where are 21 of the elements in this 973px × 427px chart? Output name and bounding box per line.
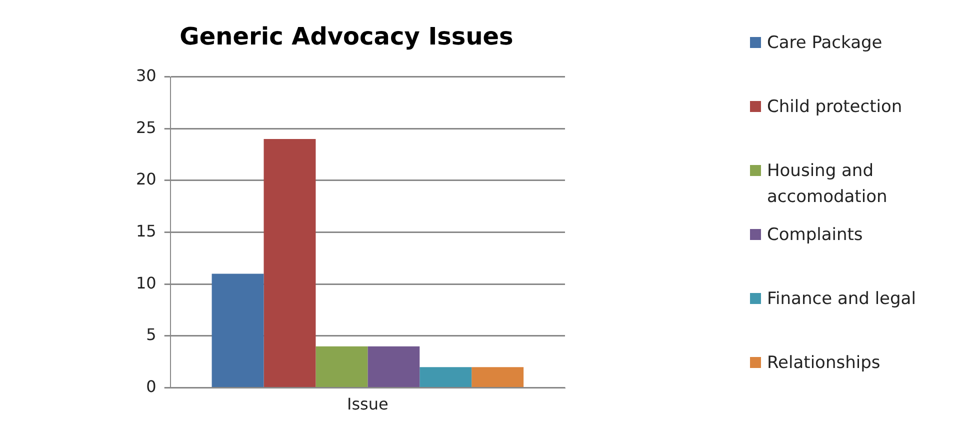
legend-label: Complaints (767, 224, 863, 247)
bar (264, 139, 316, 388)
y-tick-label: 10 (136, 273, 156, 292)
y-tick-label: 15 (136, 221, 156, 240)
y-tick-label: 0 (146, 376, 156, 396)
bar (316, 346, 368, 388)
x-tick-label: Issue (346, 394, 388, 414)
bar (420, 367, 472, 388)
y-tick-label: 5 (146, 325, 156, 344)
legend-label: Housing and accomodation (767, 160, 888, 209)
legend-label: Care Package (767, 32, 882, 55)
legend-label: Relationships (767, 352, 880, 375)
y-tick-label: 20 (136, 170, 156, 189)
bar (212, 274, 264, 388)
y-tick-label: 30 (136, 66, 156, 85)
y-tick-label: 25 (136, 118, 156, 137)
legend-label: Child protection (767, 96, 902, 119)
bar (368, 346, 420, 388)
chart-title: Generic Advocacy Issues (180, 22, 514, 51)
legend-label: Finance and legal (767, 288, 916, 311)
bar (472, 367, 524, 388)
